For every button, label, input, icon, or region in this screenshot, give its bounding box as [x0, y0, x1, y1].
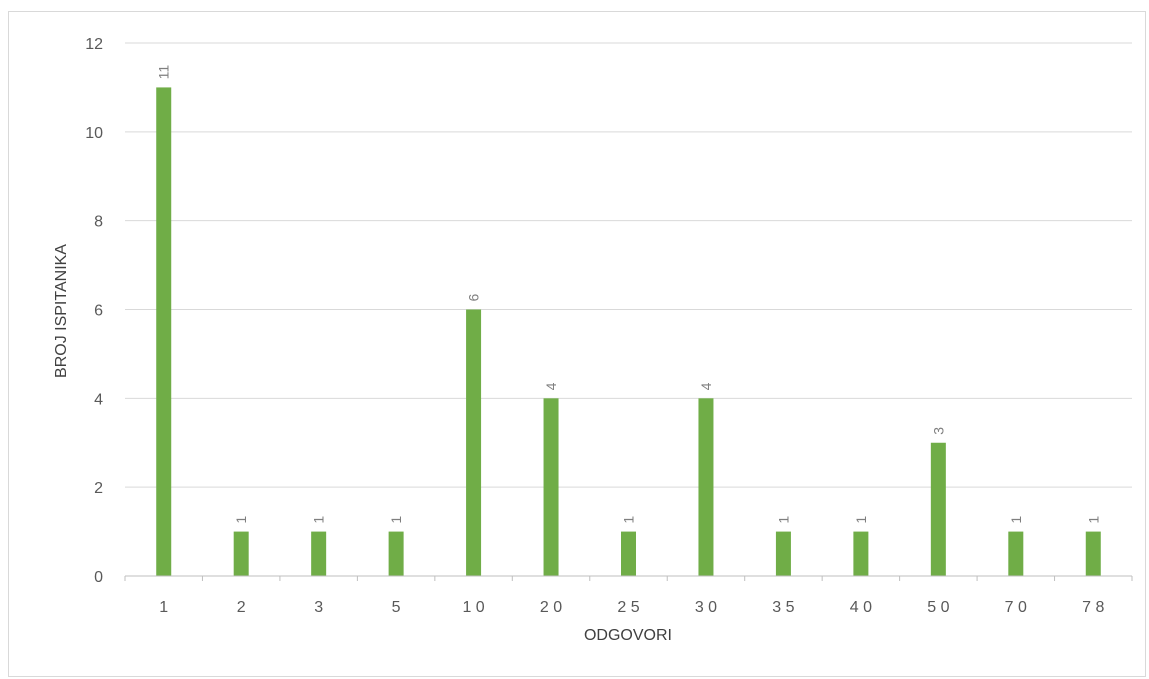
- x-tick-label: 3 5: [772, 599, 794, 616]
- y-axis-ticks: 0 2 4 6 8 10 12: [85, 36, 103, 586]
- data-label: 1: [621, 516, 637, 524]
- x-tick-label: 5: [392, 599, 401, 616]
- x-tick-label: 2 0: [540, 599, 562, 616]
- data-label: 11: [156, 65, 172, 80]
- data-label: 1: [775, 516, 791, 524]
- data-label: 4: [698, 382, 714, 390]
- bar: [853, 531, 869, 576]
- data-label: 1: [233, 516, 249, 524]
- x-tick-label: 2 5: [617, 599, 639, 616]
- bar: [698, 398, 714, 576]
- gridlines: [125, 42, 1132, 488]
- y-tick-label: 12: [85, 36, 103, 53]
- x-tick-label: 5 0: [927, 599, 949, 616]
- data-label: 3: [930, 427, 946, 435]
- x-axis-ticks: 1 2 3 5 1 0 2 0 2 5 3 0 3 5 4 0 5 0 7 0 7 8: [159, 599, 1104, 616]
- x-tick-label: 1: [159, 599, 168, 616]
- x-tick-label: 2: [237, 599, 246, 616]
- bar: [930, 442, 946, 576]
- bar: [156, 87, 172, 577]
- data-label: 4: [543, 382, 559, 390]
- chart-frame: [8, 11, 1146, 677]
- x-tick-label: 7 8: [1082, 599, 1104, 616]
- bars: [156, 87, 1101, 577]
- data-label: 1: [388, 516, 404, 524]
- bar: [466, 309, 482, 576]
- y-tick-label: 4: [94, 391, 103, 408]
- bar: [775, 531, 791, 576]
- data-label: 1: [1085, 516, 1101, 524]
- bar: [311, 531, 327, 576]
- y-tick-label: 8: [94, 214, 103, 231]
- x-tick-label: 1 0: [462, 599, 484, 616]
- bar: [1085, 531, 1101, 576]
- bar: [233, 531, 249, 576]
- data-label: 1: [1008, 516, 1024, 524]
- data-label: 1: [853, 516, 869, 524]
- y-tick-label: 10: [85, 125, 103, 142]
- data-label: 1: [311, 516, 327, 524]
- x-tick-label: 3: [314, 599, 323, 616]
- x-axis: [124, 575, 1133, 581]
- bar: [543, 398, 559, 576]
- bar: [621, 531, 636, 576]
- y-tick-label: 6: [94, 303, 103, 320]
- y-tick-label: 0: [94, 569, 103, 586]
- y-axis-title: BROJ ISPITANIKA: [53, 244, 70, 378]
- x-tick-label: 7 0: [1005, 599, 1027, 616]
- x-tick-label: 4 0: [850, 599, 872, 616]
- data-label: 6: [466, 294, 482, 302]
- bar: [1008, 531, 1024, 576]
- x-axis-title: ODGOVORI: [584, 627, 672, 644]
- x-tick-label: 3 0: [695, 599, 717, 616]
- y-tick-label: 2: [94, 480, 103, 497]
- bar: [388, 531, 404, 576]
